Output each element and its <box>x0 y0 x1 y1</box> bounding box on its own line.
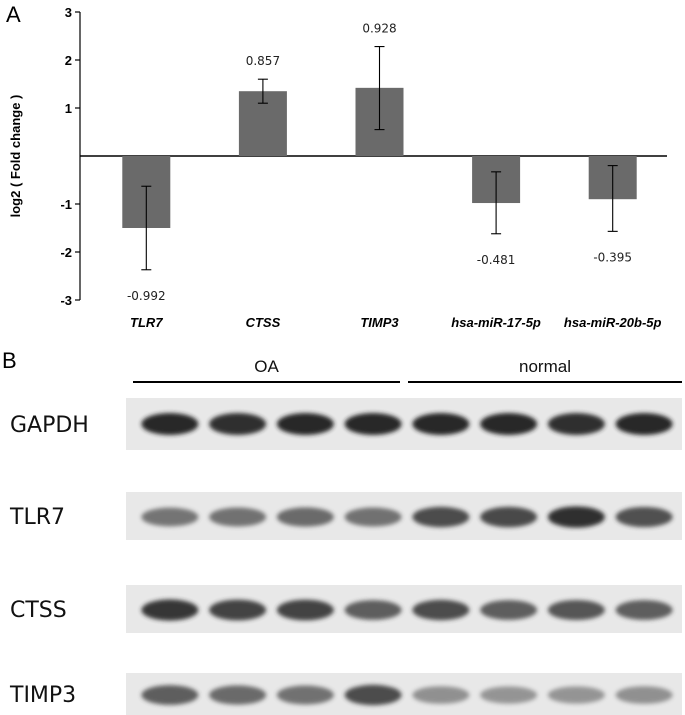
data-label: -0.481 <box>477 253 516 267</box>
data-label: -0.992 <box>127 289 166 303</box>
blot-band <box>344 413 402 435</box>
blot-band <box>141 599 199 621</box>
blot-band <box>209 413 267 435</box>
blot-band <box>480 600 538 620</box>
x-tick-label: hsa-miR-17-5p <box>451 315 541 330</box>
blot-band <box>547 413 605 435</box>
blot-row-label: GAPDH <box>10 413 89 438</box>
blot-band <box>209 507 267 527</box>
blot-row-label: CTSS <box>10 598 67 623</box>
y-tick-label: -3 <box>60 293 72 308</box>
y-tick-label: 1 <box>65 101 72 116</box>
y-tick-label: 3 <box>65 5 72 20</box>
blot-band <box>344 600 402 620</box>
blot-band <box>547 506 605 528</box>
blot-row-label: TLR7 <box>9 505 65 530</box>
group-label: OA <box>254 357 279 376</box>
y-tick-label: -2 <box>60 245 72 260</box>
blot-band <box>209 685 267 705</box>
panel-b-letter: B <box>2 348 17 373</box>
blot-band <box>412 686 470 704</box>
blot-band <box>615 600 673 620</box>
x-tick-label: TIMP3 <box>360 315 399 330</box>
blot-band <box>344 684 402 706</box>
blot-band <box>480 686 538 704</box>
blot-band <box>615 686 673 704</box>
blot-band <box>412 599 470 621</box>
blot-band <box>412 506 470 528</box>
y-tick-label: -1 <box>60 197 72 212</box>
blot-row-label: TIMP3 <box>9 683 76 708</box>
blot-band <box>276 507 334 527</box>
y-axis-label: log2 ( Fold change ) <box>8 95 23 218</box>
bar-chart: 3 2 1 -1 -2 -3 log2 ( Fold change ) -0.992 TLR7 0… <box>8 5 667 330</box>
blot-band <box>141 685 199 705</box>
x-tick-label: CTSS <box>246 315 281 330</box>
blot-band <box>547 599 605 621</box>
data-label: 0.857 <box>246 54 280 68</box>
blot-band <box>480 413 538 435</box>
blot-band <box>615 413 673 435</box>
x-tick-label: TLR7 <box>130 315 163 330</box>
panel-a-letter: A <box>6 2 21 27</box>
data-label: 0.928 <box>362 22 396 36</box>
y-tick-label: 2 <box>65 53 72 68</box>
blot-band <box>615 506 673 528</box>
blot-band <box>141 413 199 435</box>
blot-band <box>344 507 402 527</box>
x-tick-label: hsa-miR-20b-5p <box>564 315 662 330</box>
blot-band <box>412 413 470 435</box>
data-label: -0.395 <box>593 250 632 264</box>
blot-band <box>480 506 538 528</box>
blot-band <box>276 413 334 435</box>
blot-band <box>276 685 334 705</box>
group-label: normal <box>519 357 571 376</box>
blot-band <box>547 686 605 704</box>
blot-band <box>276 599 334 621</box>
blot-band <box>141 507 199 527</box>
blot-band <box>209 599 267 621</box>
western-blot: OA normal GAPDH TLR7 CTSS TIMP3 <box>9 357 682 715</box>
